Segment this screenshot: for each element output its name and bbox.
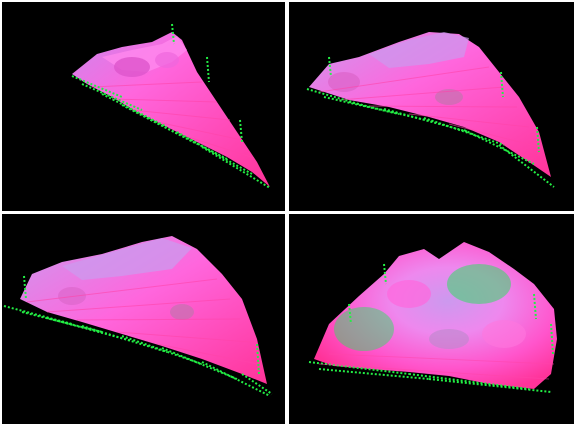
surface-render-3 (3, 236, 273, 397)
surface-panel-1 (2, 2, 285, 211)
surface-render-4 (308, 242, 557, 393)
surface-ridge-lines (318, 353, 555, 380)
surface-edge-dots (306, 56, 555, 188)
surface-body (314, 242, 557, 389)
surface-edge-dots (71, 23, 271, 189)
surface-body (20, 236, 267, 384)
surface-panel-2 (289, 2, 574, 211)
surface-ridge-lines (26, 278, 259, 365)
surface-ridge-lines (91, 81, 255, 159)
surface-body (72, 32, 270, 187)
surface-panel-3 (2, 214, 285, 424)
surface-panel-4 (289, 214, 574, 424)
surface-ridge-lines (318, 66, 540, 148)
surface-render-1 (71, 23, 271, 189)
surface-edge-dots (3, 275, 273, 397)
surface-render-2 (306, 32, 555, 188)
